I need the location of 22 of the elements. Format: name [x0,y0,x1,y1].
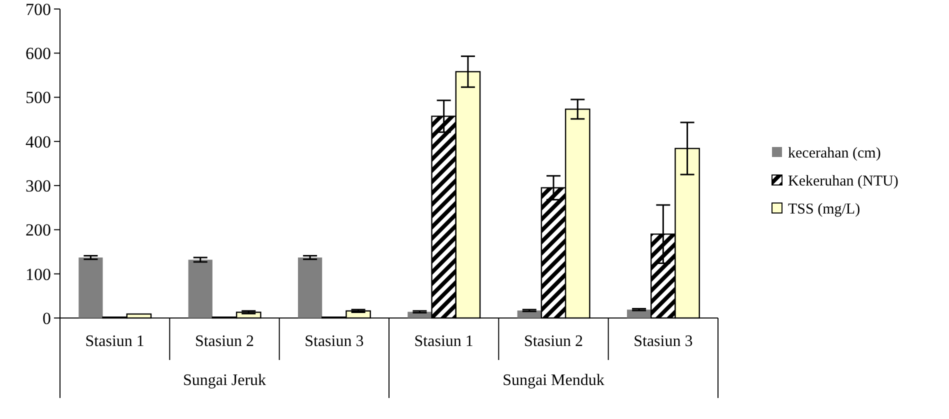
y-tick-label: 300 [26,176,51,196]
x-tick-label: Stasiun 3 [304,333,364,350]
y-tick-label: 0 [42,308,51,328]
x-tick-label: Stasiun 3 [634,333,693,350]
x-tick-label: Stasiun 1 [414,333,474,350]
text: Sungai Menduk [502,372,604,389]
legend-label: TSS (mg/L) [788,201,860,218]
y-tick-label: 700 [26,0,51,19]
y-tick-label: 600 [26,44,51,64]
legend-label: Kekeruhan (NTU) [788,173,898,190]
x-tick-label: Stasiun 1 [85,333,144,350]
y-tick-label: 400 [26,132,51,152]
y-tick-label: 100 [26,264,51,284]
bar [78,258,103,318]
x-tick-label: Stasiun 2 [194,333,254,350]
y-tick-label: 200 [26,220,51,240]
text: Sungai Jeruk [182,372,266,389]
bar [298,258,322,318]
x-tick-label: Stasiun 2 [524,333,584,350]
y-tick-label: 500 [26,88,51,108]
bar [188,260,212,318]
legend-label: kecerahan (cm) [788,145,881,162]
